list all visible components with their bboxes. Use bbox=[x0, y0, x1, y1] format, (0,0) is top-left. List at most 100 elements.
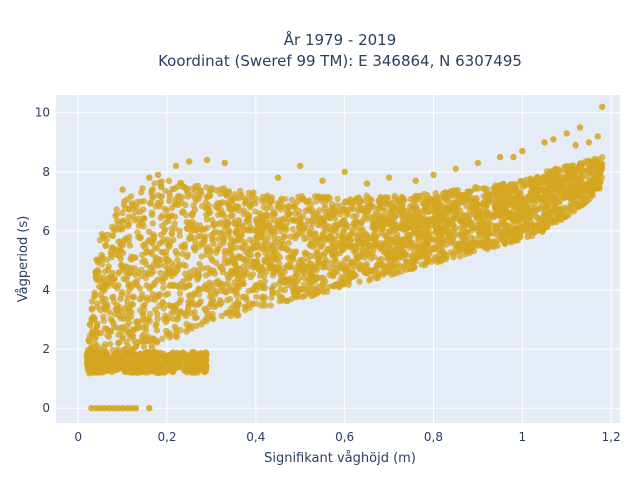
data-point bbox=[194, 360, 202, 367]
data-point bbox=[208, 184, 215, 192]
data-point bbox=[375, 205, 382, 212]
data-point bbox=[576, 124, 584, 131]
data-point bbox=[388, 222, 396, 229]
data-point bbox=[371, 220, 379, 227]
data-point bbox=[183, 364, 191, 371]
data-point bbox=[516, 228, 524, 236]
data-point bbox=[480, 199, 487, 206]
data-point bbox=[329, 282, 336, 290]
data-point bbox=[231, 279, 238, 286]
data-point bbox=[584, 158, 592, 166]
data-point bbox=[226, 295, 234, 303]
data-point bbox=[230, 256, 238, 263]
data-point bbox=[124, 362, 131, 370]
data-point bbox=[305, 277, 312, 284]
data-point bbox=[242, 294, 250, 301]
data-point bbox=[205, 202, 212, 209]
data-point bbox=[285, 276, 292, 283]
data-point bbox=[424, 200, 431, 207]
data-point bbox=[269, 286, 276, 293]
data-point bbox=[300, 281, 308, 288]
data-point bbox=[368, 267, 375, 274]
data-point bbox=[533, 175, 541, 182]
data-point bbox=[235, 234, 242, 242]
data-point bbox=[146, 310, 154, 318]
data-point bbox=[168, 281, 175, 289]
data-point bbox=[416, 221, 423, 228]
data-point bbox=[333, 268, 341, 276]
data-point bbox=[274, 224, 281, 231]
data-point bbox=[162, 274, 169, 281]
data-point bbox=[124, 328, 131, 335]
data-point bbox=[461, 232, 468, 239]
data-point bbox=[292, 204, 299, 211]
data-point bbox=[454, 187, 461, 194]
data-point bbox=[528, 178, 536, 185]
data-point bbox=[474, 159, 482, 167]
data-point bbox=[550, 136, 557, 143]
data-point bbox=[88, 405, 95, 412]
data-point bbox=[183, 328, 190, 335]
data-point bbox=[254, 251, 261, 258]
data-point bbox=[306, 207, 313, 215]
data-point bbox=[147, 270, 155, 277]
data-point bbox=[132, 354, 140, 361]
data-point bbox=[204, 224, 211, 231]
data-point bbox=[383, 199, 390, 206]
data-point bbox=[538, 196, 545, 203]
data-point bbox=[182, 211, 190, 219]
data-point bbox=[509, 199, 516, 206]
data-point bbox=[221, 255, 229, 262]
data-point bbox=[329, 204, 337, 212]
data-point bbox=[92, 340, 99, 347]
data-point bbox=[133, 369, 141, 376]
data-point bbox=[235, 195, 243, 202]
data-point bbox=[338, 218, 345, 226]
data-point bbox=[321, 249, 328, 257]
data-point bbox=[154, 171, 162, 178]
data-point bbox=[149, 193, 156, 201]
data-point bbox=[119, 186, 126, 193]
data-point bbox=[165, 177, 173, 184]
data-point bbox=[102, 268, 109, 275]
data-point bbox=[434, 221, 441, 228]
data-point bbox=[134, 229, 141, 236]
x-tick-label: 0 bbox=[74, 430, 82, 444]
data-point bbox=[303, 198, 311, 205]
data-point bbox=[502, 188, 509, 196]
data-point bbox=[118, 262, 125, 269]
data-point bbox=[595, 184, 602, 191]
data-point bbox=[376, 200, 384, 207]
data-point bbox=[188, 369, 195, 376]
data-point bbox=[196, 260, 203, 268]
data-point bbox=[173, 357, 181, 364]
data-point bbox=[389, 199, 396, 206]
data-point bbox=[295, 212, 303, 219]
data-point bbox=[195, 300, 203, 307]
data-point bbox=[347, 270, 354, 278]
data-point bbox=[313, 273, 320, 281]
data-point bbox=[133, 277, 141, 285]
data-point bbox=[218, 312, 225, 320]
data-point bbox=[426, 222, 434, 230]
data-point bbox=[403, 258, 410, 266]
data-point bbox=[387, 235, 395, 242]
data-point bbox=[567, 201, 574, 209]
data-point bbox=[281, 233, 288, 240]
data-point bbox=[140, 343, 148, 350]
data-point bbox=[207, 282, 215, 289]
data-point bbox=[489, 191, 496, 198]
data-point bbox=[450, 254, 457, 261]
data-point bbox=[543, 198, 550, 206]
data-point bbox=[276, 254, 284, 261]
data-point bbox=[159, 335, 166, 342]
data-point bbox=[568, 194, 575, 201]
data-point bbox=[599, 154, 606, 161]
data-point bbox=[181, 310, 188, 318]
data-point bbox=[235, 253, 242, 260]
data-point bbox=[463, 202, 470, 210]
data-point bbox=[578, 197, 586, 204]
data-point bbox=[237, 271, 244, 278]
data-point bbox=[250, 243, 257, 250]
data-point bbox=[206, 209, 214, 216]
